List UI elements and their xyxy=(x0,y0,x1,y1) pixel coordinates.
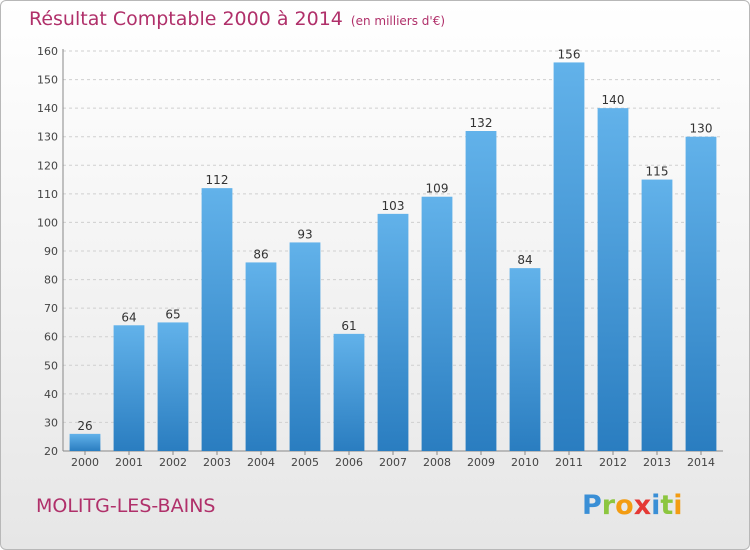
data-label-2011: 156 xyxy=(558,47,581,61)
data-label-2006: 61 xyxy=(341,319,356,333)
data-label-2003: 112 xyxy=(206,173,229,187)
commune-name: MOLITG-LES-BAINS xyxy=(36,495,216,517)
bar-2005 xyxy=(289,242,321,451)
data-label-2010: 84 xyxy=(517,253,532,267)
data-label-2000: 26 xyxy=(77,419,92,433)
y-tick-label: 80 xyxy=(44,274,58,287)
chart-title: Résultat Comptable 2000 à 2014 (en millie… xyxy=(29,8,445,30)
x-tick-label: 2001 xyxy=(115,456,143,469)
x-tick-label: 2009 xyxy=(467,456,495,469)
y-tick-label: 60 xyxy=(44,331,58,344)
title-text: Résultat Comptable 2000 à 2014 xyxy=(29,8,343,30)
x-tick-label: 2008 xyxy=(423,456,451,469)
y-tick-label: 130 xyxy=(37,131,58,144)
data-label-2002: 65 xyxy=(165,307,180,321)
bar-2014 xyxy=(685,136,717,451)
y-tick-label: 160 xyxy=(37,45,58,58)
y-tick-label: 50 xyxy=(44,359,58,372)
bar-2013 xyxy=(641,179,673,452)
x-tick-label: 2012 xyxy=(599,456,627,469)
bar-2009 xyxy=(465,131,497,451)
data-label-2012: 140 xyxy=(602,93,625,107)
y-tick-label: 20 xyxy=(44,445,58,458)
logo-letter: P xyxy=(582,490,602,521)
logo-letter: x xyxy=(633,490,652,521)
bar-2006 xyxy=(333,333,365,451)
data-labels: 26 64 65 112 86 93 61 103 109 132 84 156 140 115 130 xyxy=(77,47,712,432)
data-label-2007: 103 xyxy=(382,199,405,213)
y-tick-label: 140 xyxy=(37,102,58,115)
x-tick-labels: 2000 2001 2002 2003 2004 2005 2006 2007 2008 2009… xyxy=(71,456,715,469)
x-tick-label: 2014 xyxy=(687,456,715,469)
y-tick-label: 40 xyxy=(44,388,58,401)
data-label-2008: 109 xyxy=(426,182,449,196)
bar-2002 xyxy=(157,322,189,451)
x-tick-label: 2011 xyxy=(555,456,583,469)
y-tick-label: 150 xyxy=(37,74,58,87)
data-label-2009: 132 xyxy=(470,116,493,130)
y-tick-label: 90 xyxy=(44,245,58,258)
data-label-2013: 115 xyxy=(646,165,669,179)
logo-letter: i xyxy=(651,490,661,521)
data-label-2004: 86 xyxy=(253,247,268,261)
x-tick-label: 2000 xyxy=(71,456,99,469)
bars xyxy=(69,62,717,452)
data-label-2014: 130 xyxy=(690,122,713,136)
y-tick-label: 110 xyxy=(37,188,58,201)
y-tick-label: 100 xyxy=(37,216,58,229)
bar-2000 xyxy=(69,433,101,451)
data-label-2001: 64 xyxy=(121,310,136,324)
x-tick-label: 2002 xyxy=(159,456,187,469)
logo-letter: r xyxy=(601,490,616,521)
y-tick-label: 120 xyxy=(37,159,58,172)
x-tick-label: 2003 xyxy=(203,456,231,469)
y-tick-labels: 20 30 40 50 60 70 80 90 100 110 120 130 140 150 160 xyxy=(37,45,58,458)
bar-2010 xyxy=(509,268,541,451)
bar-2004 xyxy=(245,262,277,451)
bar-2001 xyxy=(113,325,145,451)
x-tick-label: 2005 xyxy=(291,456,319,469)
logo-letter: t xyxy=(660,490,674,521)
bar-2012 xyxy=(597,108,629,452)
chart-subtitle: (en milliers d'€) xyxy=(350,14,446,28)
x-tick-label: 2010 xyxy=(511,456,539,469)
logo-letter: i xyxy=(673,490,683,521)
y-tick-label: 30 xyxy=(44,416,58,429)
bar-2011 xyxy=(553,62,585,452)
logo-letter: o xyxy=(615,490,634,521)
data-label-2005: 93 xyxy=(297,227,312,241)
y-tick-label: 70 xyxy=(44,302,58,315)
bar-2008 xyxy=(421,196,453,451)
bar-2003 xyxy=(201,188,233,451)
x-tick-label: 2013 xyxy=(643,456,671,469)
x-tick-label: 2007 xyxy=(379,456,407,469)
x-tick-label: 2004 xyxy=(247,456,275,469)
proxiti-logo[interactable]: Proxiti xyxy=(582,490,683,521)
bar-2007 xyxy=(377,213,409,451)
x-tick-label: 2006 xyxy=(335,456,363,469)
